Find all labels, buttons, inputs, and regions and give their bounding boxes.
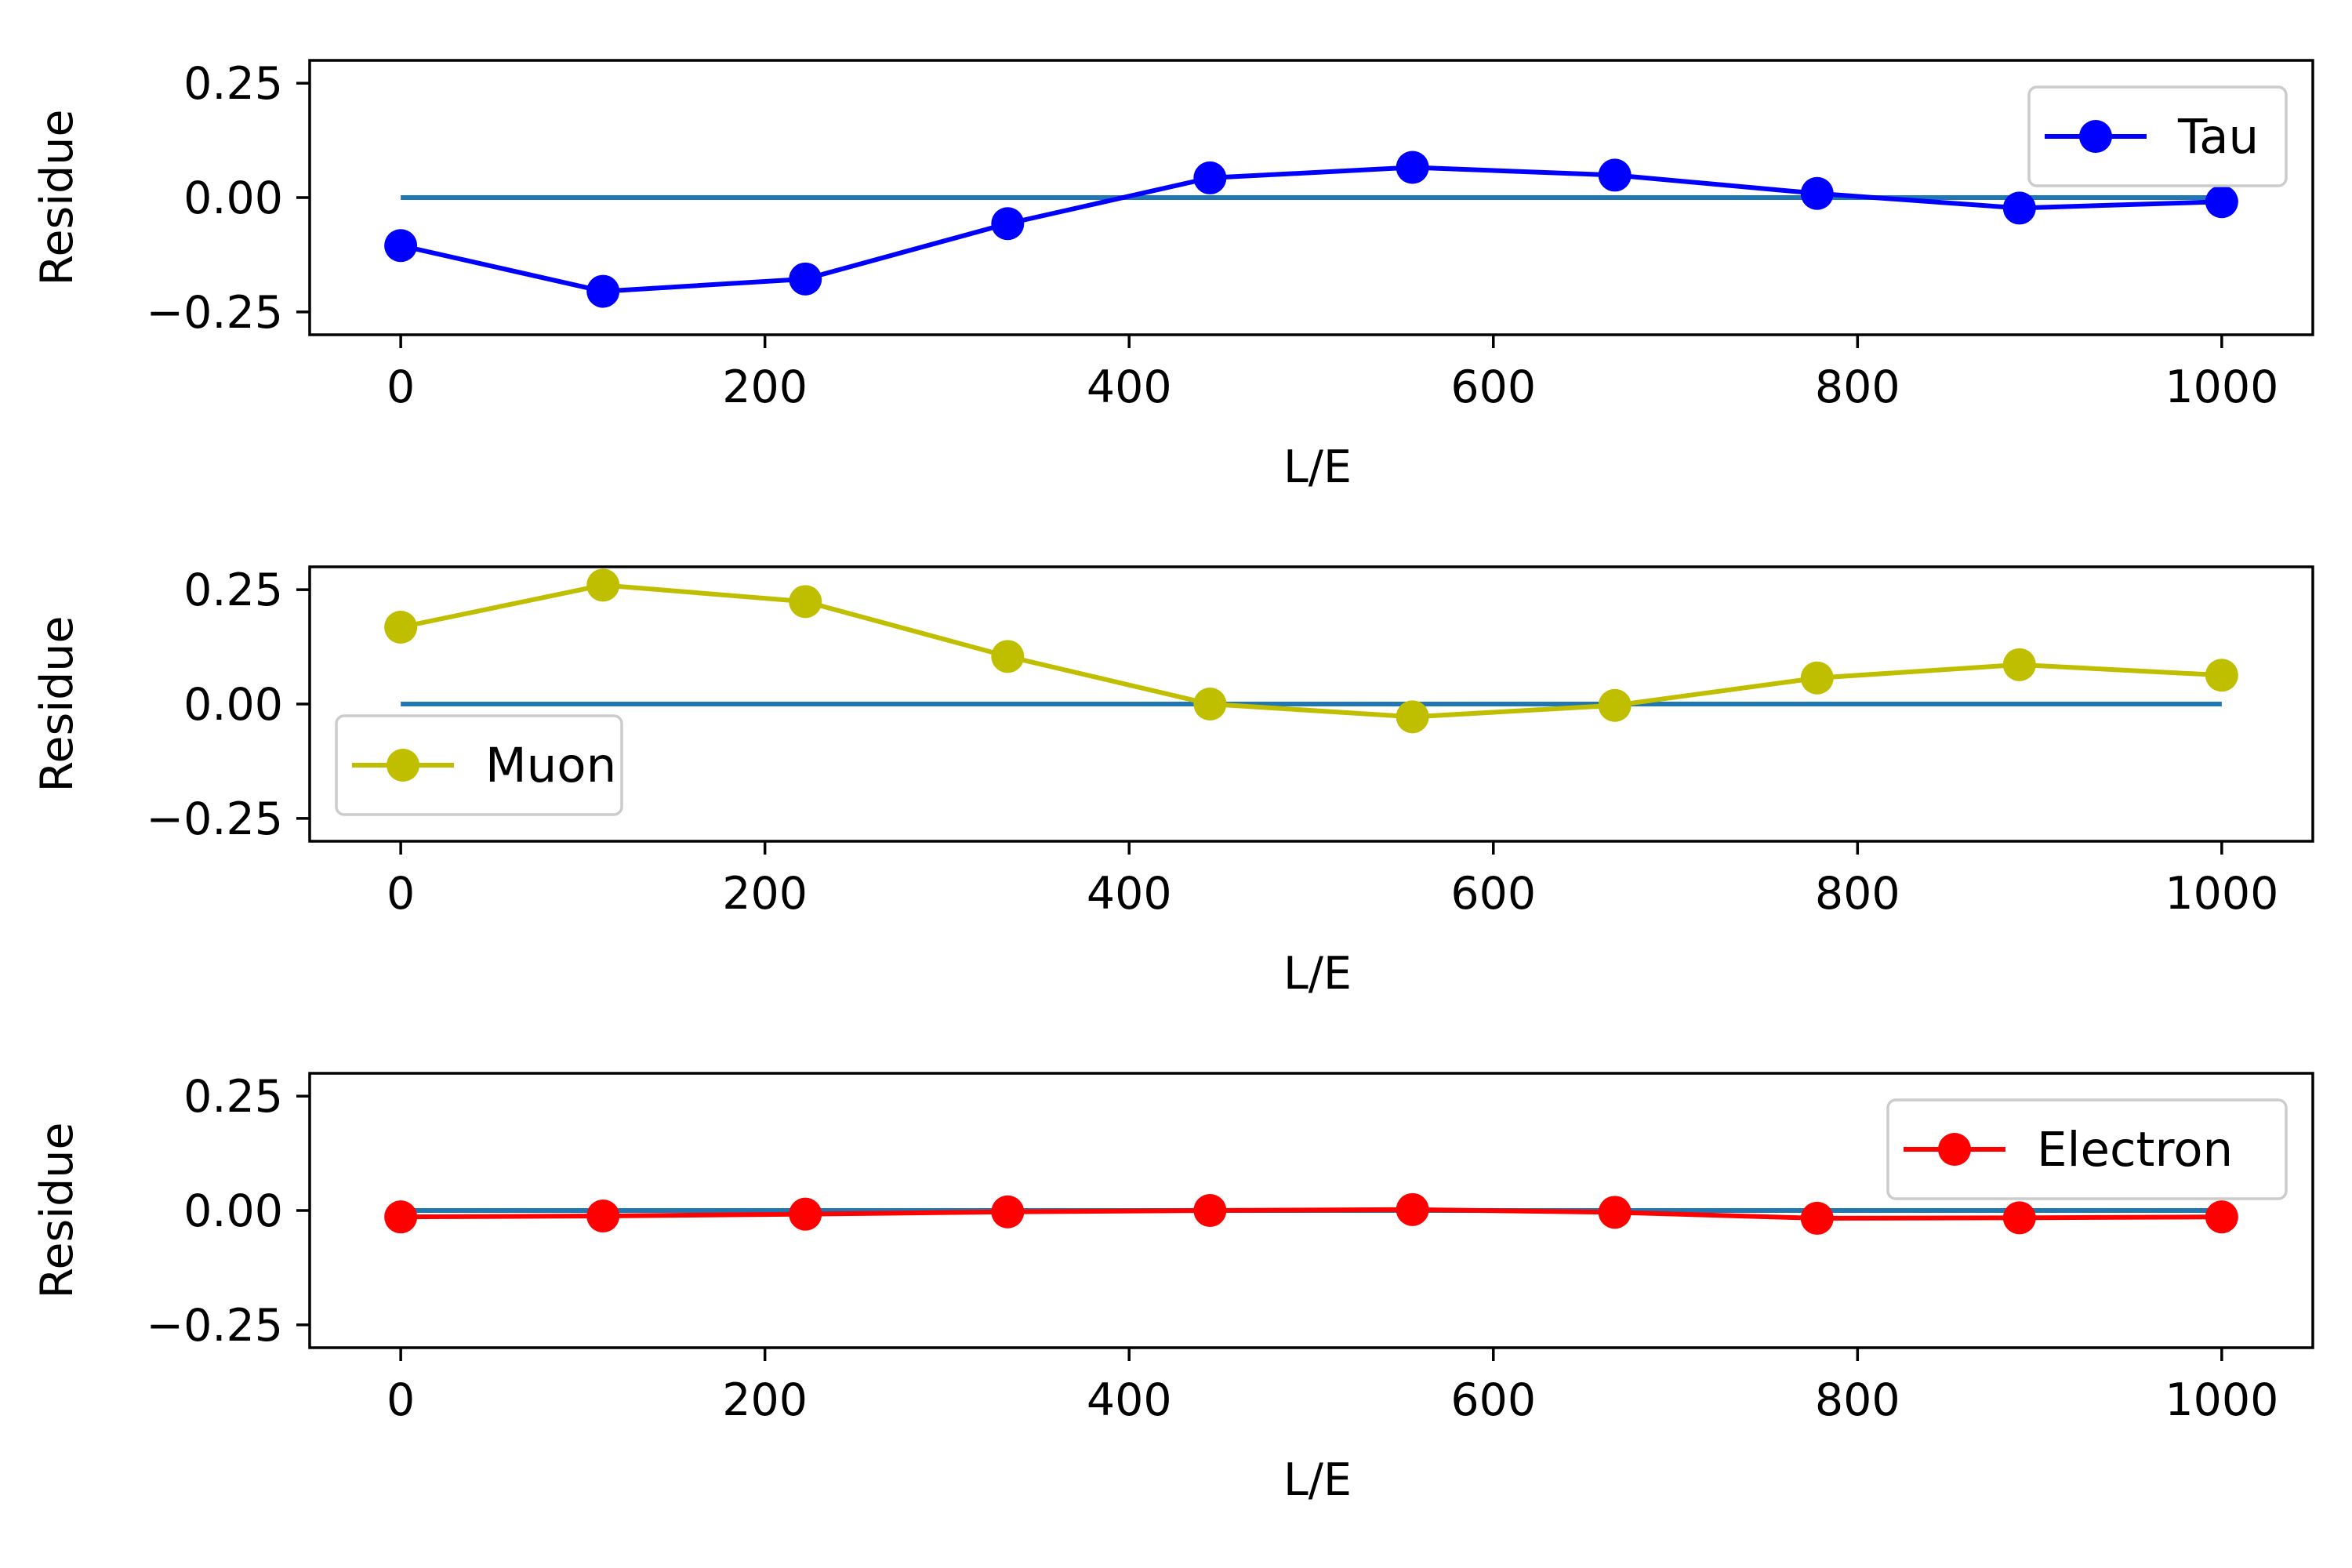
legend-box: [2027, 85, 2288, 187]
legend: Tau: [2027, 85, 2288, 187]
data-point: [2205, 659, 2238, 692]
data-point: [1396, 1192, 1429, 1226]
data-point: [2205, 1200, 2238, 1234]
data-point: [1800, 1201, 1834, 1235]
data-point: [1598, 688, 1632, 722]
data-point: [2205, 185, 2238, 219]
series-line-muon: [400, 583, 2223, 720]
x-axis-label: L/E: [1283, 441, 1352, 493]
data-point: [1193, 688, 1227, 720]
data-point: [991, 1195, 1025, 1229]
y-tick-label: 0.00: [183, 679, 283, 731]
data-point: [586, 274, 620, 308]
y-tick-label: 0.25: [183, 564, 283, 616]
x-axis-label: L/E: [1283, 948, 1352, 1000]
x-tick-label: 600: [1450, 868, 1536, 920]
data-point: [1598, 158, 1632, 192]
subplots: 0 200 400 600 800 1000 0.25 0.00 −0.25 L/E Residue…: [31, 58, 2314, 1506]
data-point: [1193, 161, 1227, 194]
data-point: [1396, 700, 1429, 734]
y-axis-label: Residue: [31, 109, 83, 285]
data-point: [789, 262, 822, 296]
data-point: [2002, 1201, 2036, 1235]
legend-label: Tau: [2177, 109, 2259, 165]
y-tick-label: −0.25: [146, 1300, 283, 1352]
legend-marker: [387, 749, 419, 782]
x-tick-label: 800: [1815, 1374, 1900, 1426]
legend-box: [335, 714, 623, 816]
x-tick-label: 0: [387, 1374, 415, 1426]
y-tick-label: 0.25: [183, 58, 283, 110]
x-tick-label: 800: [1815, 868, 1900, 920]
data-point: [384, 1200, 418, 1234]
data-point: [1193, 1194, 1227, 1227]
data-point: [1396, 151, 1429, 184]
y-tick-label: 0.25: [183, 1071, 283, 1123]
subplot-1: 0 200 400 600 800 1000 0.25 0.00 −0.25 L/E Residue…: [31, 58, 2314, 493]
legend-label: Muon: [485, 738, 616, 793]
subplot-3: 0 200 400 600 800 1000 0.25 0.00 −0.25 L/E Residue…: [31, 1071, 2314, 1506]
x-tick-label: 200: [722, 361, 808, 413]
legend-marker: [1938, 1133, 1971, 1166]
x-tick-label: 800: [1815, 361, 1900, 413]
x-tick-label: 1000: [2165, 361, 2278, 413]
x-tick-label: 1000: [2165, 1374, 2278, 1426]
y-tick-label: −0.25: [146, 793, 283, 845]
x-tick-label: 0: [387, 868, 415, 920]
data-point: [2002, 648, 2036, 681]
data-point: [384, 611, 418, 644]
legend-label: Electron: [2037, 1122, 2233, 1178]
y-axis-label: Residue: [31, 615, 83, 792]
y-axis-label: Residue: [31, 1122, 83, 1298]
data-point: [2002, 191, 2036, 225]
data-point: [789, 1197, 822, 1231]
x-tick-label: 400: [1087, 868, 1172, 920]
x-axis-label: L/E: [1283, 1454, 1352, 1506]
subplot-2: 0 200 400 600 800 1000 0.25 0.00 −0.25 L/E Residue…: [31, 564, 2314, 1000]
legend: Muon: [335, 714, 623, 816]
x-tick-label: 1000: [2165, 868, 2278, 920]
y-tick-label: 0.00: [183, 1185, 283, 1237]
data-point: [1800, 176, 1834, 210]
x-tick-label: 200: [722, 868, 808, 920]
x-tick-label: 600: [1450, 1374, 1536, 1426]
legend-marker: [2079, 120, 2112, 153]
data-point: [1800, 661, 1834, 695]
data-point: [991, 640, 1025, 673]
x-tick-label: 400: [1087, 361, 1172, 413]
data-point: [991, 207, 1025, 241]
x-tick-label: 600: [1450, 361, 1536, 413]
y-tick-label: 0.00: [183, 172, 283, 224]
data-point: [789, 585, 822, 619]
data-point: [586, 568, 620, 602]
y-tick-label: −0.25: [146, 287, 283, 339]
data-point: [1598, 1196, 1632, 1229]
x-tick-label: 0: [387, 361, 415, 413]
series-line-tau: [400, 165, 2222, 294]
x-tick-label: 200: [722, 1374, 808, 1426]
data-point: [586, 1200, 620, 1232]
series-line-electron: [401, 1207, 2222, 1221]
x-tick-label: 400: [1087, 1374, 1172, 1426]
legend: Electron: [1886, 1098, 2288, 1200]
data-point: [384, 229, 418, 263]
legend-box: [1886, 1098, 2288, 1200]
